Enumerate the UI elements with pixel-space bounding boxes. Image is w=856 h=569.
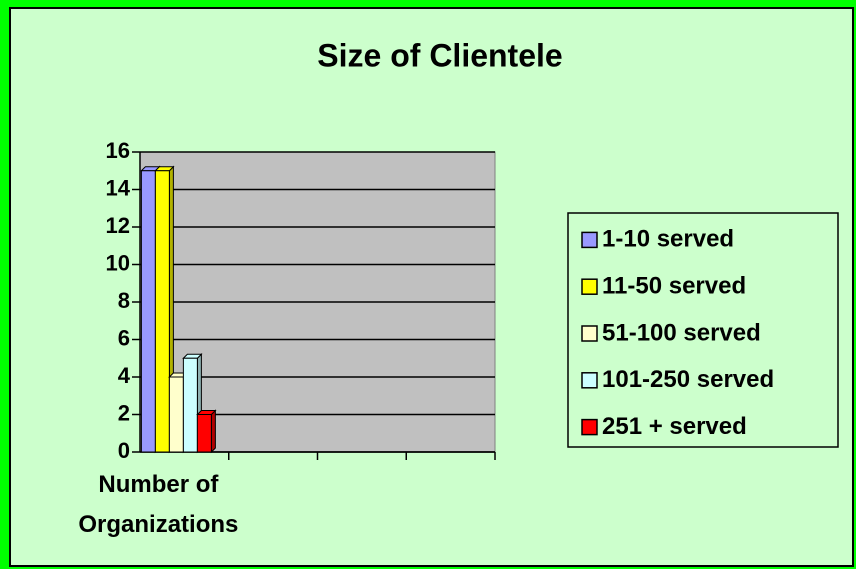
bar-top (154, 166, 175, 172)
legend-swatch (581, 372, 598, 389)
legend-swatch (581, 278, 598, 295)
legend-label: 51-100 served (602, 319, 761, 346)
bar-top (182, 353, 203, 359)
chart-title: Size of Clientele (317, 37, 562, 73)
bar (154, 170, 170, 453)
y-tick-label: 6 (118, 325, 130, 350)
y-tick-label: 12 (106, 213, 130, 238)
legend-swatch (581, 418, 598, 436)
x-tick-label: Number of Organizations (78, 471, 239, 538)
bar (168, 376, 184, 453)
legend-label: 1-10 served (602, 226, 734, 253)
bar-top (196, 410, 217, 415)
bar (196, 414, 212, 453)
legend-label: 251 + served (602, 413, 747, 440)
y-tick-label: 4 (118, 363, 131, 388)
y-tick-label: 2 (118, 400, 130, 425)
legend-swatch (581, 231, 598, 249)
bar (140, 170, 156, 453)
y-tick-label: 16 (106, 138, 130, 163)
y-tick-label: 14 (106, 175, 131, 200)
bar (182, 357, 198, 453)
y-tick-label: 10 (106, 250, 130, 275)
bar-side (210, 409, 216, 454)
legend-label: 11-50 served (602, 273, 746, 300)
legend-box (567, 212, 839, 448)
legend-swatch (581, 325, 598, 342)
y-tick-label: 8 (118, 288, 130, 313)
y-tick-label: 0 (118, 438, 130, 463)
legend-label: 101-250 served (602, 366, 774, 393)
